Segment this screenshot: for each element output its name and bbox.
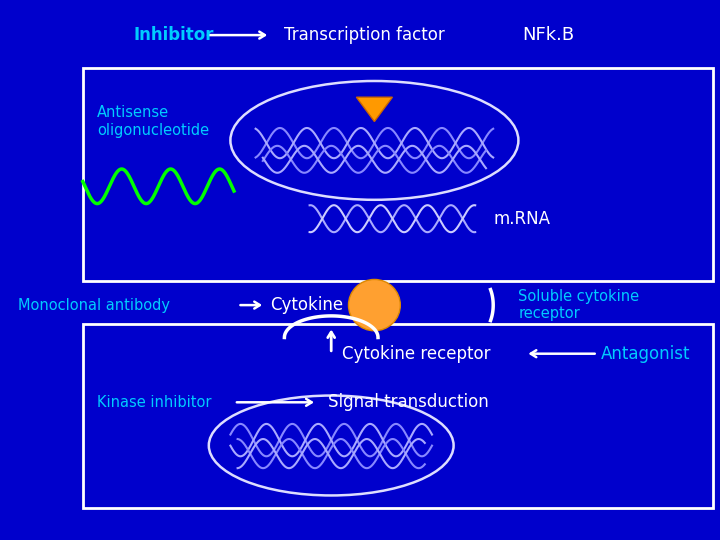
Text: Antagonist: Antagonist xyxy=(601,345,690,363)
Text: Inhibitor: Inhibitor xyxy=(133,26,214,44)
Polygon shape xyxy=(356,97,392,122)
Text: Cytokine receptor: Cytokine receptor xyxy=(342,345,490,363)
Text: Soluble cytokine
receptor: Soluble cytokine receptor xyxy=(518,289,639,321)
Text: Signal transduction: Signal transduction xyxy=(328,393,488,411)
Text: Monoclonal antibody: Monoclonal antibody xyxy=(18,298,170,313)
Text: m.RNA: m.RNA xyxy=(493,210,550,228)
Text: Antisense
oligonucleotide: Antisense oligonucleotide xyxy=(97,105,210,138)
Ellipse shape xyxy=(348,280,400,330)
Text: NFk.B: NFk.B xyxy=(522,26,574,44)
Text: Transcription factor: Transcription factor xyxy=(284,26,445,44)
Text: Cytokine: Cytokine xyxy=(270,296,343,314)
Bar xyxy=(83,68,713,281)
Text: Kinase inhibitor: Kinase inhibitor xyxy=(97,395,212,410)
Bar xyxy=(83,324,713,508)
